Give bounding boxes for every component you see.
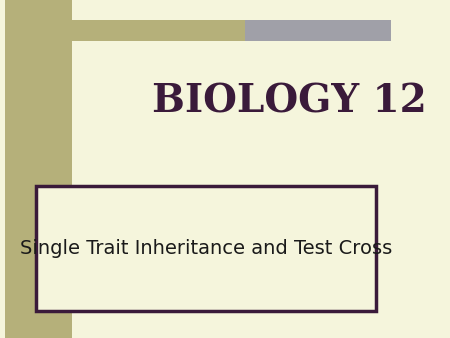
- Bar: [5, 20, 392, 41]
- Bar: [244, 20, 392, 41]
- Text: BIOLOGY 12: BIOLOGY 12: [152, 82, 427, 120]
- Text: Single Trait Inheritance and Test Cross: Single Trait Inheritance and Test Cross: [20, 239, 392, 258]
- FancyBboxPatch shape: [36, 186, 376, 311]
- Bar: [5, 0, 72, 338]
